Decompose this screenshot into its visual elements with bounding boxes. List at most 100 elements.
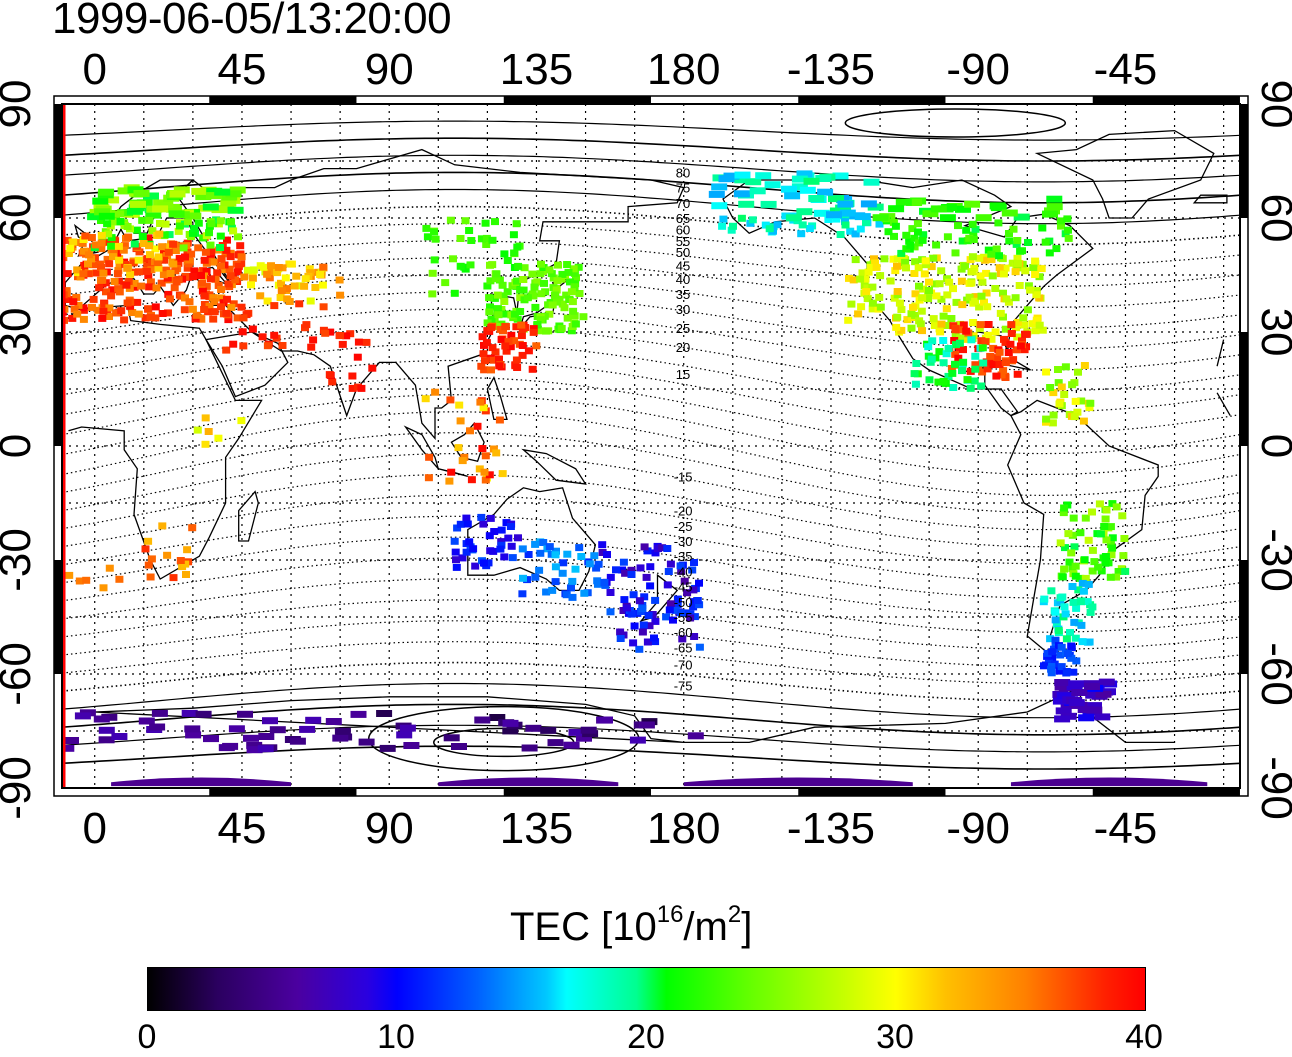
- tec-cell: [557, 324, 566, 332]
- tec-cell: [995, 264, 1004, 272]
- tec-cell: [63, 270, 72, 278]
- tec-cell: [81, 232, 90, 240]
- tec-cell: [796, 208, 813, 216]
- lat-label-left: 0: [0, 434, 40, 458]
- tec-cell: [507, 542, 516, 550]
- tec-cell: [835, 204, 852, 212]
- tec-cell: [912, 360, 921, 367]
- tec-cell: [537, 260, 545, 268]
- tec-cell: [875, 220, 884, 228]
- tec-cell: [986, 352, 995, 360]
- tec-cell: [854, 213, 871, 221]
- tec-cell: [943, 322, 952, 329]
- contour-label: 45: [676, 259, 690, 274]
- tec-cell: [305, 265, 314, 273]
- tec-cell: [784, 192, 801, 200]
- tec-cell: [851, 230, 860, 238]
- tec-cell: [791, 175, 808, 183]
- tec-cell: [884, 228, 893, 236]
- tec-cell: [492, 275, 500, 283]
- tec-cell: [114, 242, 123, 250]
- tec-cell: [959, 321, 968, 329]
- tec-cell: [1020, 321, 1029, 329]
- tec-cell: [1076, 574, 1085, 582]
- tec-cell: [168, 210, 185, 218]
- tec-cell: [1013, 254, 1022, 262]
- tec-cell: [961, 262, 969, 270]
- colorbar-title-suffix: ]: [741, 905, 753, 949]
- tec-cell: [469, 545, 478, 553]
- tec-cell: [749, 187, 766, 195]
- tec-cell: [500, 298, 509, 305]
- tec-cell: [205, 192, 222, 200]
- tec-cell: [983, 303, 992, 311]
- tec-data-cells: [62, 170, 1208, 787]
- tec-cell: [170, 284, 179, 292]
- tec-cell: [832, 215, 841, 223]
- tec-cell: [1072, 604, 1081, 612]
- tec-cell: [517, 321, 526, 329]
- tec-cell: [160, 231, 169, 239]
- tec-cell: [727, 226, 736, 234]
- tec-cell: [200, 292, 209, 300]
- tec-cell: [504, 338, 513, 346]
- tec-cell: [477, 235, 486, 243]
- tec-cell: [948, 369, 957, 377]
- tec-cell: [1095, 500, 1104, 508]
- tec-cell: [1013, 237, 1022, 244]
- tec-cell: [1106, 573, 1115, 581]
- contour-label: 20: [676, 340, 690, 355]
- tec-cell: [989, 361, 998, 369]
- tec-cell: [79, 315, 88, 323]
- tec-cell: [915, 282, 923, 290]
- tec-cell: [1018, 247, 1026, 255]
- tec-cell: [1013, 259, 1022, 267]
- tec-cell: [902, 245, 911, 253]
- tec-cell: [1081, 574, 1090, 582]
- tec-cell: [917, 307, 926, 315]
- tec-cell: [824, 216, 833, 223]
- tec-cell: [686, 614, 695, 622]
- tec-cell: [130, 268, 139, 276]
- tec-cell: [70, 305, 79, 313]
- tec-cell: [452, 563, 461, 571]
- frame-band-top: [798, 96, 946, 103]
- tec-cell: [1055, 400, 1064, 408]
- tec-cell: [450, 289, 459, 297]
- tec-cell: [99, 269, 108, 277]
- coastline: [1034, 129, 1215, 219]
- tec-cell: [553, 277, 562, 285]
- tec-cell: [943, 291, 952, 299]
- tec-cell: [969, 236, 978, 243]
- tec-cell: [860, 200, 877, 208]
- tec-cell: [133, 298, 142, 306]
- tec-cell: [1056, 217, 1065, 225]
- tec-cell: [666, 600, 675, 608]
- tec-cell: [1056, 692, 1073, 700]
- tec-cell: [862, 288, 871, 296]
- tec-cell: [571, 320, 580, 328]
- tec-cell: [1047, 665, 1056, 673]
- tec-cell: [666, 560, 675, 568]
- tec-cell: [911, 290, 920, 298]
- tec-cell: [1051, 608, 1060, 616]
- tec-cell: [536, 270, 545, 278]
- tec-cell: [966, 384, 975, 392]
- tec-cell: [488, 236, 497, 244]
- tec-cell: [918, 327, 926, 335]
- tec-cell: [539, 539, 548, 546]
- tec-cell: [130, 283, 139, 291]
- tec-cell: [866, 263, 875, 271]
- tec-cell: [1088, 546, 1097, 554]
- tec-cell: [597, 716, 613, 724]
- tec-cell: [217, 303, 225, 311]
- tec-cell: [921, 257, 930, 265]
- magnetic-contour-line: [62, 120, 1240, 141]
- tec-cell: [216, 232, 225, 240]
- tec-cell: [1005, 237, 1014, 245]
- tec-cell: [84, 260, 92, 268]
- magnetic-contour-line: [62, 137, 1240, 162]
- tec-cell: [978, 368, 987, 376]
- axis-labels: 0 45 90 135 180 -135 -90 -45 0 45 90 135 180 -135 -90 -…: [0, 45, 1292, 853]
